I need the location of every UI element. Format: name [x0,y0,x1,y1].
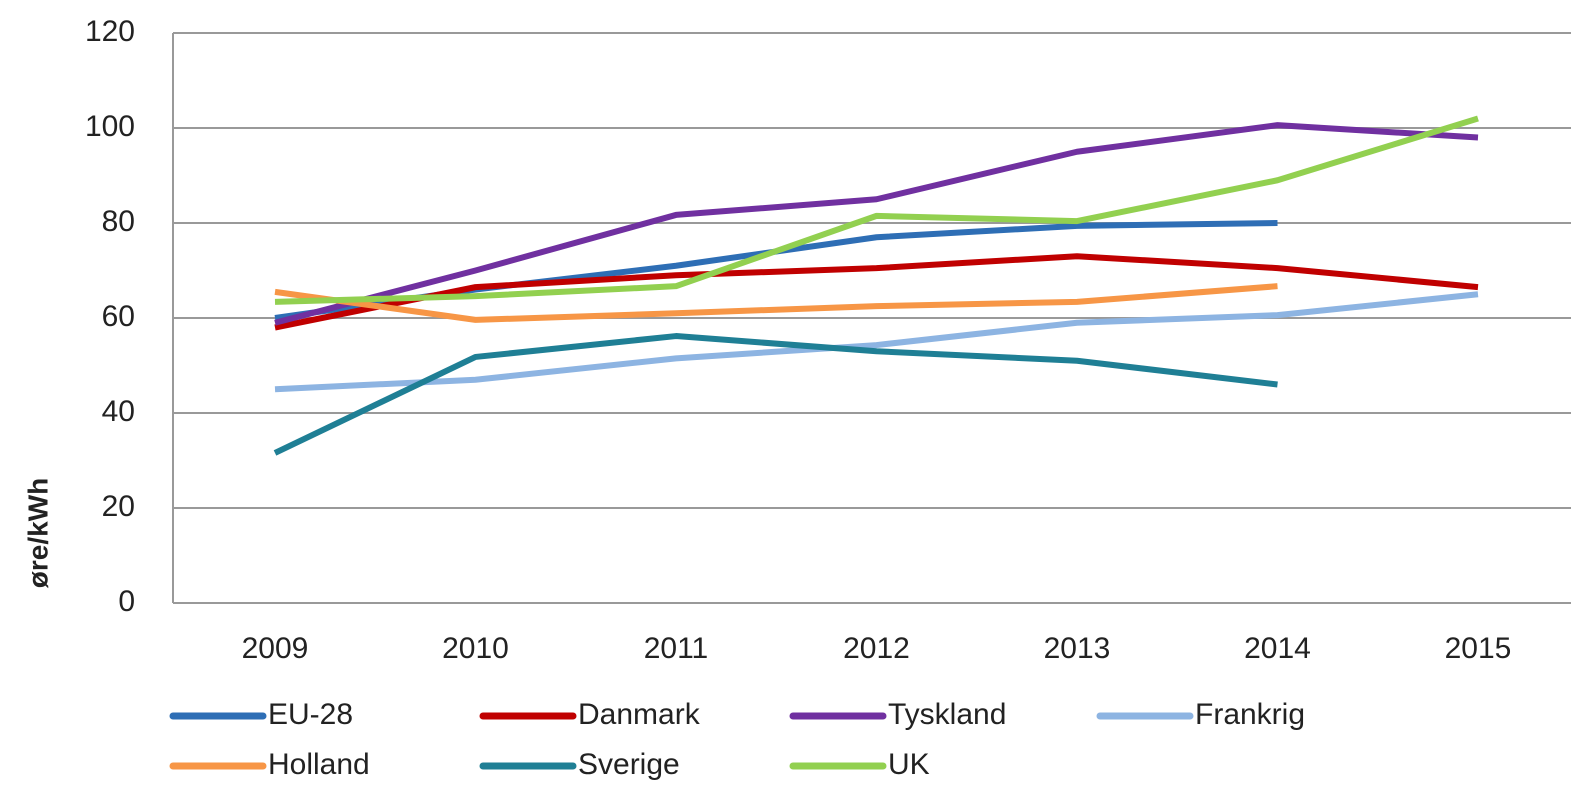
y-tick-label: 0 [118,585,135,618]
legend-label: UK [888,748,930,781]
y-tick-label: 40 [102,395,135,428]
legend-label: Danmark [578,698,701,731]
y-tick-label: 100 [85,110,135,143]
legend-label: Frankrig [1195,698,1305,731]
x-tick-label: 2011 [644,632,709,665]
y-tick-label: 120 [85,15,135,48]
y-tick-label: 80 [102,205,135,238]
x-tick-label: 2010 [442,632,509,665]
series-line [274,283,1278,323]
series-line [274,291,1479,393]
x-tick-label: 2013 [1044,632,1111,665]
x-tick-label: 2015 [1445,632,1512,665]
series-line [274,122,1479,326]
series-line [273,333,1278,456]
series-line [274,253,1479,331]
y-tick-label: 20 [102,490,135,523]
x-tick-label: 2012 [843,632,910,665]
series-line [274,115,1479,305]
x-tick-label: 2009 [242,632,309,665]
y-axis-label: øre/kWh [22,478,53,588]
legend-label: Tyskland [888,698,1006,731]
legend-label: Sverige [578,748,680,781]
x-tick-label: 2014 [1244,632,1311,665]
legend-label: EU-28 [268,698,353,731]
y-tick-label: 60 [102,300,135,333]
legend-label: Holland [268,748,370,781]
